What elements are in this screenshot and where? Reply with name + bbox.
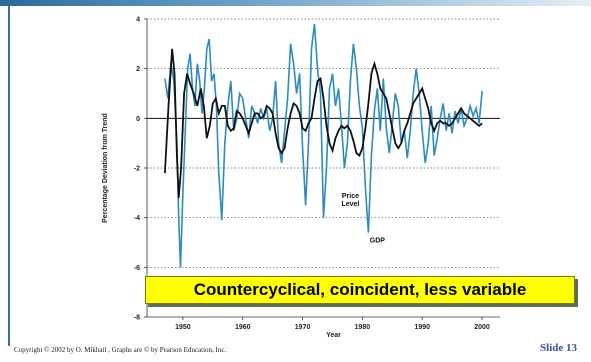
copyright-text: Copyright © 2002 by O. Mikhail , Graphs … <box>14 346 227 354</box>
callout-box: Countercyclical, coincident, less variab… <box>145 276 575 304</box>
slide-number: Slide 13 <box>540 342 577 354</box>
x-tick-label: 2000 <box>474 324 490 331</box>
slide-header-bar <box>0 0 591 6</box>
annotations: Price Level GDP <box>341 193 385 245</box>
x-tick-label: 1960 <box>235 324 251 331</box>
series-annotation: GDP <box>370 238 386 245</box>
y-tick-label: -8 <box>134 315 140 322</box>
slide-left-rule <box>8 6 10 346</box>
y-tick-label: 2 <box>136 66 140 73</box>
x-tick-label: 1970 <box>295 324 311 331</box>
x-tick-label: 1980 <box>355 324 371 331</box>
series-gdp-line <box>164 48 483 198</box>
y-tick-label: -2 <box>134 166 140 173</box>
series-annotation-line: Level <box>341 201 359 208</box>
x-ticks: 1950 1960 1970 1980 1990 2000 <box>175 317 490 331</box>
x-axis-title: Year <box>326 332 341 339</box>
series-annotation: Price Level <box>341 193 359 208</box>
plot-area: 4 2 0 -2 -4 -6 -8 1950 1960 1970 1980 1990 2000 Pri… <box>102 17 500 339</box>
x-tick-label: 1950 <box>175 324 191 331</box>
grid-lines <box>147 18 500 268</box>
y-tick-label: 0 <box>136 116 140 123</box>
y-ticks: 4 2 0 -2 -4 -6 -8 <box>134 17 147 322</box>
series-price-level-line <box>164 23 483 268</box>
series-annotation-line: GDP <box>370 238 386 245</box>
series-annotation-line: Price <box>342 193 359 200</box>
x-tick-label: 1990 <box>414 324 430 331</box>
y-tick-label: -6 <box>134 265 140 272</box>
y-tick-label: -4 <box>134 215 140 222</box>
y-tick-label: 4 <box>136 17 140 24</box>
y-axis-title: Percentage Deviation from Trend <box>102 113 109 223</box>
